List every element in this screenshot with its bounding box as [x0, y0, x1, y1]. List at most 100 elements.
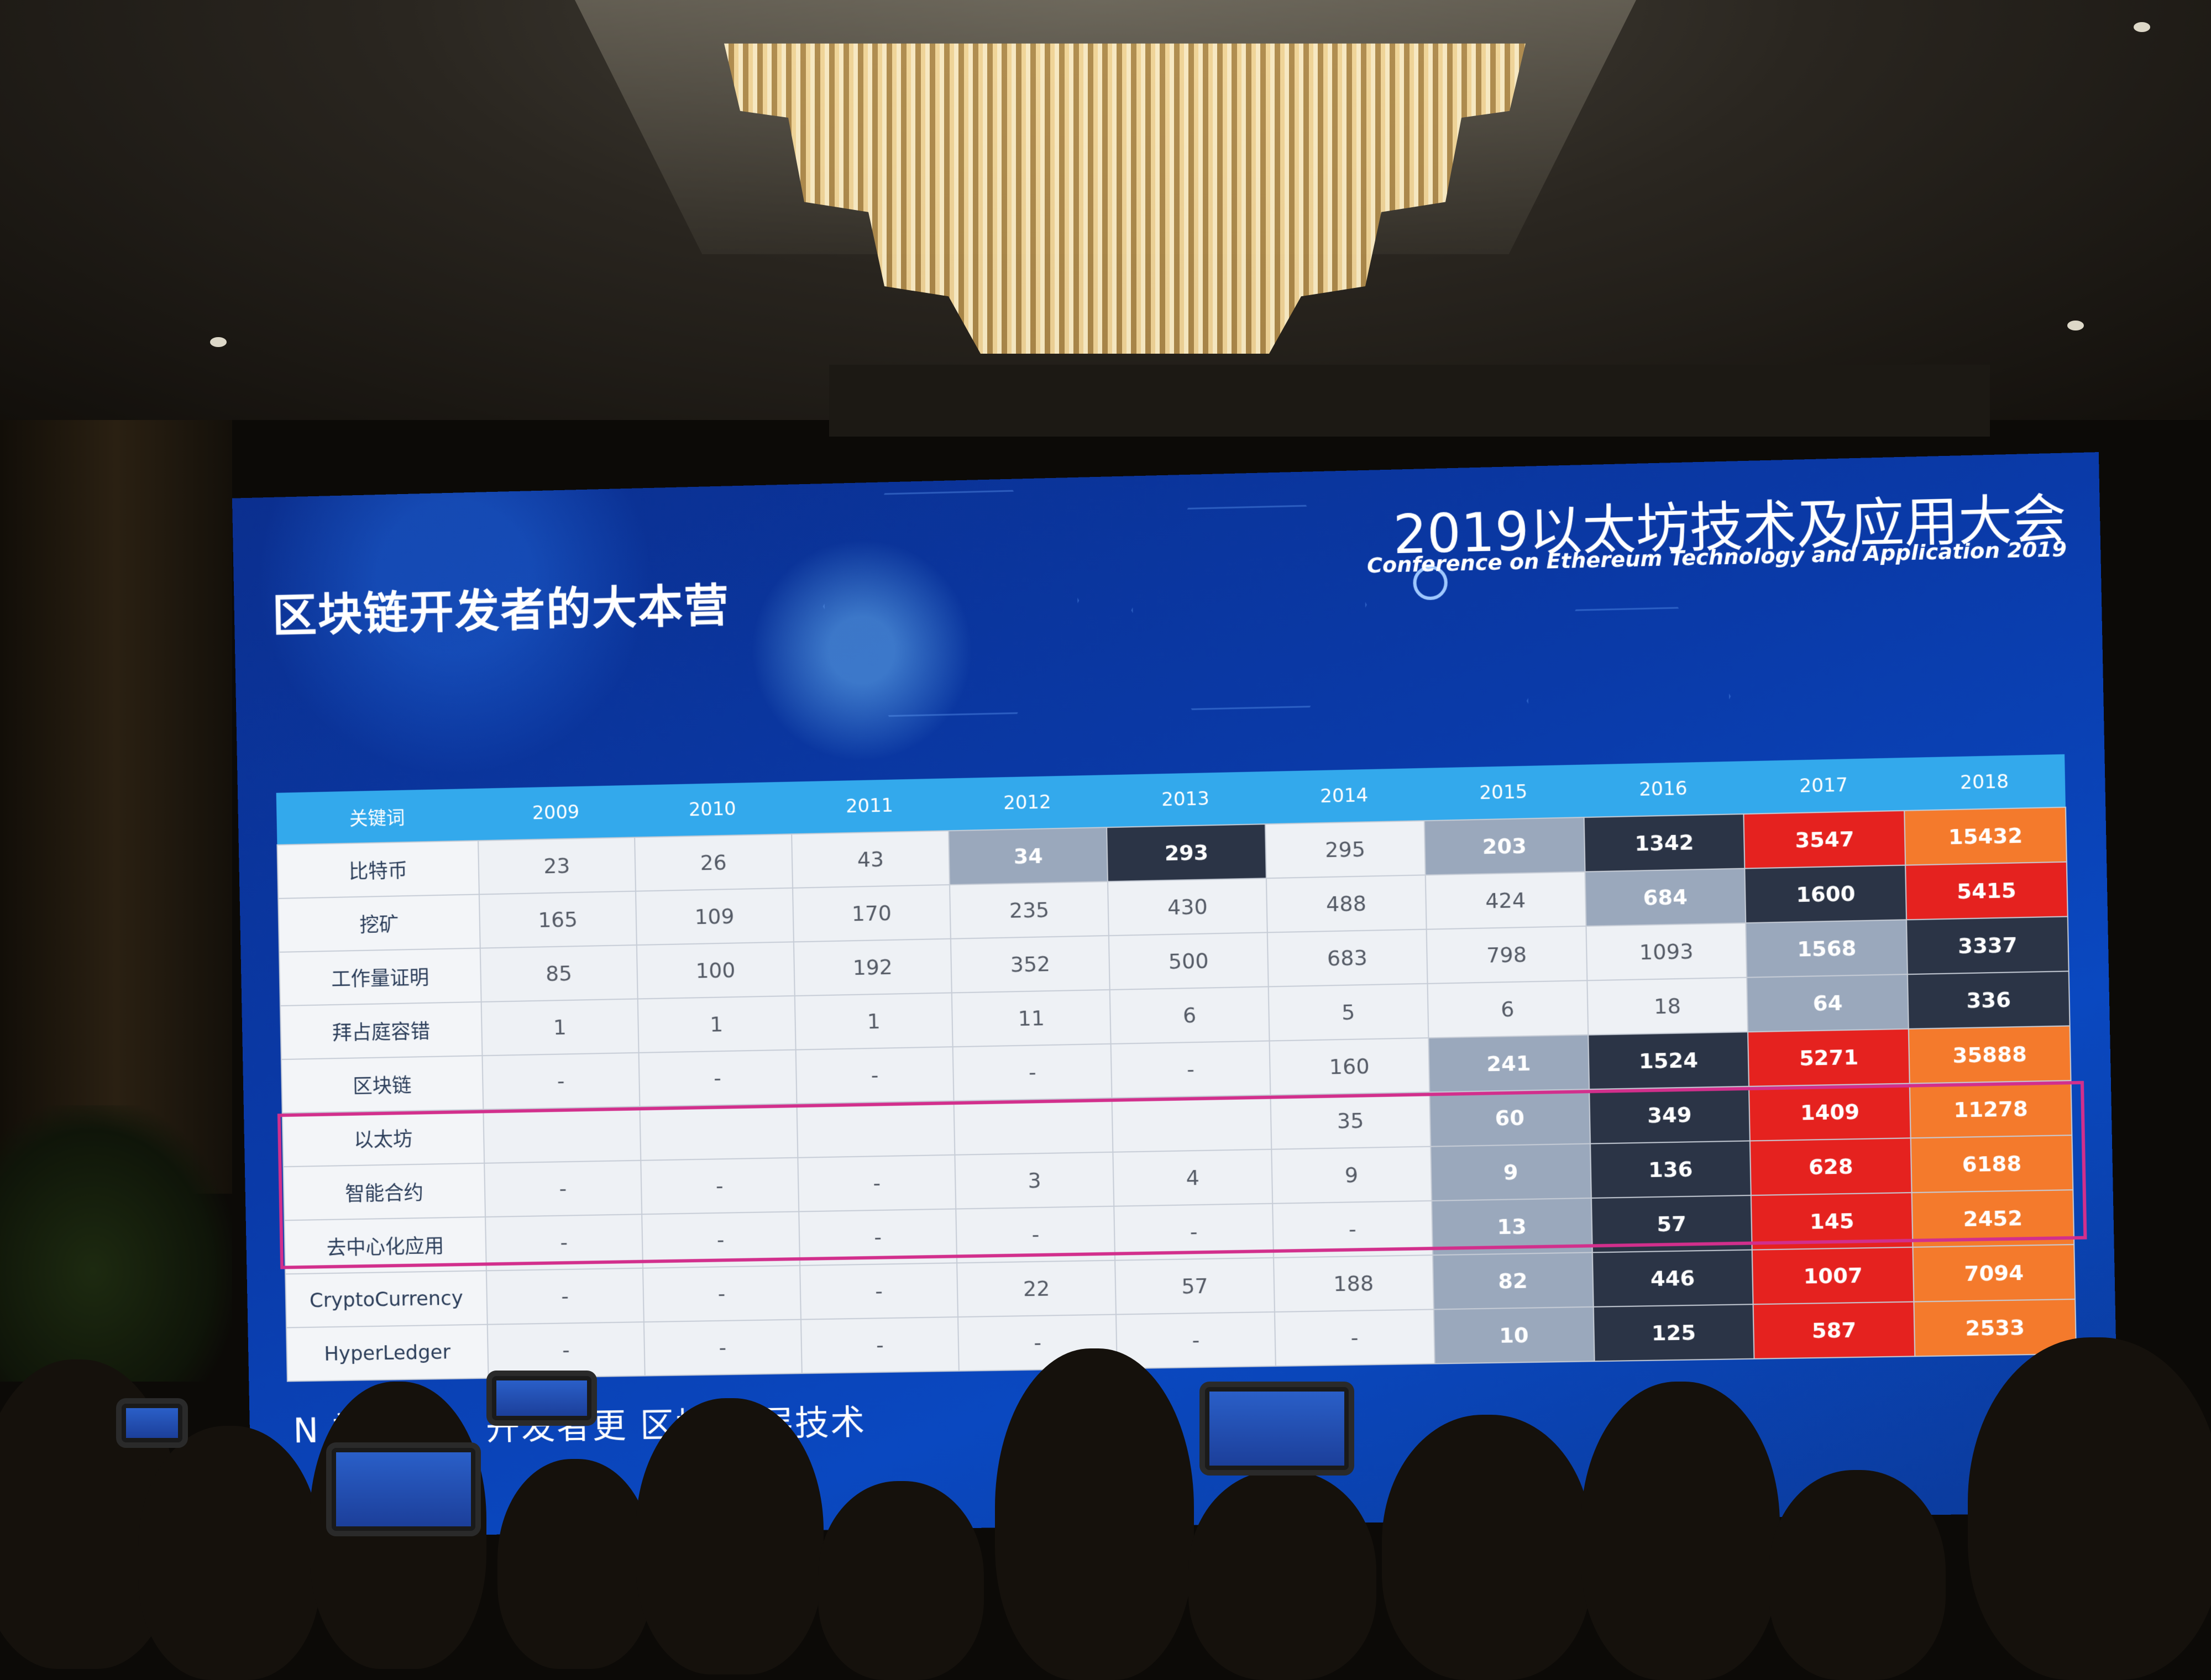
value-cell: 293: [1107, 824, 1266, 882]
value-cell: [483, 1106, 641, 1163]
keyword-cell: 智能合约: [283, 1163, 486, 1221]
audience-head: [636, 1398, 824, 1674]
value-cell: 188: [1274, 1255, 1434, 1312]
value-cell: 22: [957, 1260, 1117, 1317]
value-cell: -: [956, 1206, 1115, 1263]
value-cell: 683: [1267, 929, 1428, 987]
value-cell: -: [953, 1043, 1112, 1101]
audience-head: [1382, 1415, 1592, 1680]
value-cell: 1: [794, 993, 953, 1050]
value-cell: 145: [1751, 1193, 1913, 1250]
value-cell: 35: [1270, 1092, 1431, 1149]
value-cell: 136: [1590, 1141, 1752, 1198]
value-cell: 241: [1428, 1035, 1589, 1093]
value-cell: 9: [1271, 1146, 1432, 1204]
value-cell: 6: [1109, 986, 1270, 1044]
keyword-frequency-table: 关键词 2009 2010 2011 2012 2013 2014 2015 2…: [276, 754, 2077, 1382]
value-cell: 9: [1430, 1143, 1591, 1201]
smartphone: [116, 1398, 188, 1448]
value-cell: 1093: [1586, 923, 1747, 981]
value-cell: 18: [1586, 977, 1748, 1035]
keyword-cell: 以太坊: [282, 1109, 485, 1167]
value-cell: -: [797, 1154, 956, 1212]
value-cell: -: [795, 1047, 954, 1104]
header-year: 2017: [1742, 758, 1905, 814]
value-cell: [1112, 1095, 1272, 1152]
phone-screen: [496, 1380, 587, 1416]
header-keyword: 关键词: [276, 788, 479, 845]
value-cell: 11: [952, 989, 1111, 1047]
value-cell: 170: [792, 884, 951, 942]
value-cell: 6188: [1910, 1135, 2073, 1193]
value-cell: 13: [1431, 1198, 1592, 1256]
value-cell: 15432: [1904, 807, 2067, 865]
value-cell: -: [641, 1157, 799, 1215]
value-cell: 34: [949, 827, 1108, 885]
value-cell: -: [799, 1263, 958, 1320]
value-cell: 500: [1109, 932, 1269, 990]
value-cell: 4: [1113, 1149, 1273, 1206]
smartphone: [1199, 1382, 1354, 1476]
ceiling-light: [2067, 321, 2084, 330]
wall-beam: [829, 365, 1990, 437]
value-cell: 203: [1424, 817, 1585, 875]
value-cell: 192: [793, 938, 952, 996]
value-cell: 7094: [1913, 1245, 2076, 1302]
value-cell: 35888: [1909, 1026, 2071, 1084]
value-cell: 5: [1268, 983, 1429, 1041]
wood-pillar: [0, 420, 232, 1194]
audience-head: [1581, 1382, 1780, 1680]
value-cell: 5271: [1748, 1028, 1910, 1086]
value-cell: 1: [481, 999, 639, 1056]
value-cell: -: [1110, 1041, 1271, 1098]
value-cell: [953, 1098, 1113, 1155]
value-cell: -: [638, 1049, 797, 1107]
value-cell: 1: [637, 996, 796, 1053]
audience-head: [1769, 1470, 1946, 1680]
audience: [0, 1315, 2211, 1680]
header-year: 2014: [1264, 768, 1424, 825]
smartphone: [326, 1442, 481, 1536]
ceiling-light: [2134, 22, 2150, 32]
audience-head: [138, 1426, 321, 1680]
header-year: 2016: [1583, 761, 1744, 818]
header-year: 2010: [633, 781, 792, 838]
value-cell: 295: [1265, 821, 1426, 879]
value-cell: 23: [478, 837, 636, 895]
value-cell: -: [484, 1160, 642, 1217]
value-cell: 798: [1426, 926, 1587, 984]
value-cell: 1524: [1587, 1032, 1749, 1090]
value-cell: 3337: [1906, 916, 2069, 975]
smartphone: [486, 1371, 597, 1426]
header-year: 2012: [947, 775, 1107, 831]
potted-plant: [0, 1105, 232, 1382]
value-cell: 2452: [1911, 1190, 2074, 1247]
header-year: 2009: [477, 785, 635, 841]
value-cell: -: [1272, 1200, 1433, 1258]
value-cell: [797, 1101, 955, 1158]
value-cell: 1342: [1584, 813, 1745, 872]
value-cell: -: [485, 1214, 643, 1271]
header-year: 2018: [1903, 754, 2066, 811]
keyword-table-container: 关键词 2009 2010 2011 2012 2013 2014 2015 2…: [276, 754, 2087, 1382]
value-cell: 446: [1592, 1250, 1753, 1307]
value-cell: 1409: [1749, 1083, 1911, 1141]
value-cell: 352: [951, 936, 1110, 993]
value-cell: 430: [1108, 878, 1267, 936]
value-cell: 628: [1750, 1138, 1912, 1196]
value-cell: 160: [1269, 1038, 1430, 1095]
value-cell: 235: [950, 881, 1109, 939]
value-cell: -: [798, 1209, 957, 1266]
keyword-cell: 去中心化应用: [284, 1217, 486, 1274]
value-cell: 1600: [1744, 865, 1907, 923]
value-cell: 5415: [1905, 862, 2068, 920]
value-cell: 1007: [1752, 1247, 1914, 1305]
keyword-cell: 工作量证明: [279, 948, 481, 1006]
keyword-cell: 比特币: [277, 841, 479, 899]
phone-screen: [336, 1452, 471, 1526]
value-cell: 43: [791, 831, 950, 888]
value-cell: 57: [1591, 1195, 1753, 1253]
audience-head: [497, 1459, 652, 1669]
value-cell: -: [1114, 1203, 1274, 1261]
value-cell: 82: [1432, 1252, 1594, 1310]
